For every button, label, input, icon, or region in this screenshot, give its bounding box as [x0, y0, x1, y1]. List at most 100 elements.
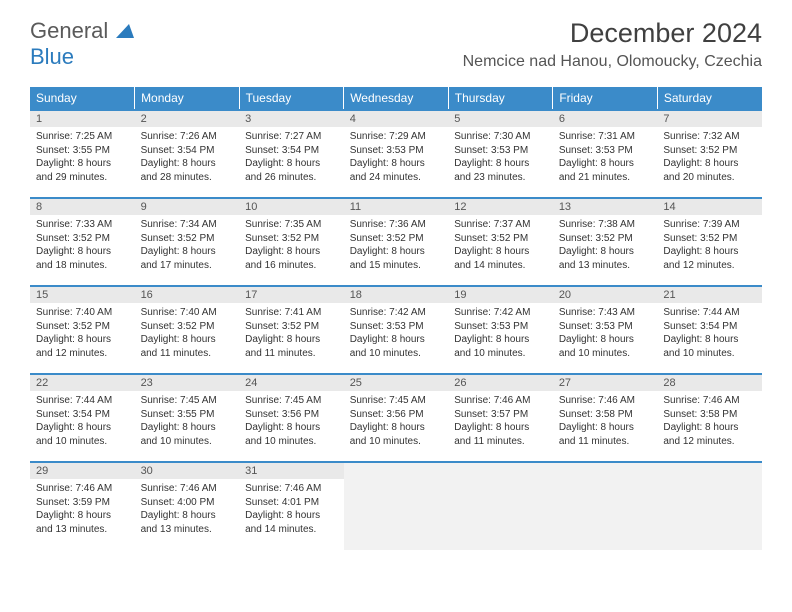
calendar-week-row: 15Sunrise: 7:40 AMSunset: 3:52 PMDayligh…: [30, 286, 762, 374]
day-line-d2: and 13 minutes.: [36, 523, 129, 537]
empty-day-cell: [344, 462, 449, 550]
day-cell: 18Sunrise: 7:42 AMSunset: 3:53 PMDayligh…: [344, 286, 449, 374]
day-cell: 3Sunrise: 7:27 AMSunset: 3:54 PMDaylight…: [239, 110, 344, 198]
day-body: Sunrise: 7:25 AMSunset: 3:55 PMDaylight:…: [30, 127, 135, 187]
day-line-d2: and 10 minutes.: [559, 347, 652, 361]
day-line-d1: Daylight: 8 hours: [141, 157, 234, 171]
day-body: Sunrise: 7:40 AMSunset: 3:52 PMDaylight:…: [135, 303, 240, 363]
day-number: 21: [657, 287, 762, 303]
day-line-d1: Daylight: 8 hours: [559, 333, 652, 347]
day-line-sr: Sunrise: 7:29 AM: [350, 130, 443, 144]
day-cell: 1Sunrise: 7:25 AMSunset: 3:55 PMDaylight…: [30, 110, 135, 198]
day-number: 2: [135, 111, 240, 127]
day-line-d1: Daylight: 8 hours: [454, 245, 547, 259]
day-line-sr: Sunrise: 7:44 AM: [36, 394, 129, 408]
calendar-week-row: 1Sunrise: 7:25 AMSunset: 3:55 PMDaylight…: [30, 110, 762, 198]
day-number: 7: [657, 111, 762, 127]
day-line-d1: Daylight: 8 hours: [350, 245, 443, 259]
day-body: Sunrise: 7:27 AMSunset: 3:54 PMDaylight:…: [239, 127, 344, 187]
day-line-ss: Sunset: 3:52 PM: [663, 144, 756, 158]
day-line-sr: Sunrise: 7:46 AM: [454, 394, 547, 408]
day-line-sr: Sunrise: 7:25 AM: [36, 130, 129, 144]
day-line-d2: and 15 minutes.: [350, 259, 443, 273]
day-line-d2: and 10 minutes.: [663, 347, 756, 361]
day-number: 1: [30, 111, 135, 127]
day-cell: 31Sunrise: 7:46 AMSunset: 4:01 PMDayligh…: [239, 462, 344, 550]
weekday-header: Tuesday: [239, 87, 344, 110]
weekday-header: Monday: [135, 87, 240, 110]
day-line-sr: Sunrise: 7:42 AM: [350, 306, 443, 320]
day-line-ss: Sunset: 3:52 PM: [454, 232, 547, 246]
day-body: Sunrise: 7:42 AMSunset: 3:53 PMDaylight:…: [344, 303, 449, 363]
day-line-d2: and 23 minutes.: [454, 171, 547, 185]
day-body: Sunrise: 7:33 AMSunset: 3:52 PMDaylight:…: [30, 215, 135, 275]
day-cell: 10Sunrise: 7:35 AMSunset: 3:52 PMDayligh…: [239, 198, 344, 286]
day-body: Sunrise: 7:44 AMSunset: 3:54 PMDaylight:…: [657, 303, 762, 363]
day-line-d2: and 17 minutes.: [141, 259, 234, 273]
day-line-ss: Sunset: 3:58 PM: [663, 408, 756, 422]
logo-word-1: General: [30, 18, 108, 43]
day-line-d2: and 11 minutes.: [245, 347, 338, 361]
day-body: Sunrise: 7:46 AMSunset: 3:59 PMDaylight:…: [30, 479, 135, 539]
day-line-d2: and 20 minutes.: [663, 171, 756, 185]
day-line-sr: Sunrise: 7:37 AM: [454, 218, 547, 232]
day-number: 15: [30, 287, 135, 303]
day-body: Sunrise: 7:45 AMSunset: 3:55 PMDaylight:…: [135, 391, 240, 451]
calendar-body: 1Sunrise: 7:25 AMSunset: 3:55 PMDaylight…: [30, 110, 762, 550]
day-line-d2: and 10 minutes.: [350, 347, 443, 361]
day-line-d2: and 12 minutes.: [663, 435, 756, 449]
day-line-d2: and 14 minutes.: [245, 523, 338, 537]
day-line-d1: Daylight: 8 hours: [663, 333, 756, 347]
day-line-sr: Sunrise: 7:34 AM: [141, 218, 234, 232]
day-line-sr: Sunrise: 7:40 AM: [141, 306, 234, 320]
day-line-d2: and 10 minutes.: [245, 435, 338, 449]
day-body: Sunrise: 7:31 AMSunset: 3:53 PMDaylight:…: [553, 127, 658, 187]
day-line-ss: Sunset: 3:56 PM: [245, 408, 338, 422]
day-line-d2: and 10 minutes.: [141, 435, 234, 449]
location-subtitle: Nemcice nad Hanou, Olomoucky, Czechia: [463, 53, 762, 71]
day-line-d1: Daylight: 8 hours: [245, 509, 338, 523]
day-line-d1: Daylight: 8 hours: [454, 333, 547, 347]
day-body: Sunrise: 7:26 AMSunset: 3:54 PMDaylight:…: [135, 127, 240, 187]
day-line-ss: Sunset: 3:52 PM: [36, 320, 129, 334]
day-body: Sunrise: 7:34 AMSunset: 3:52 PMDaylight:…: [135, 215, 240, 275]
day-cell: 25Sunrise: 7:45 AMSunset: 3:56 PMDayligh…: [344, 374, 449, 462]
day-line-d1: Daylight: 8 hours: [36, 509, 129, 523]
empty-day-cell: [657, 462, 762, 550]
day-cell: 12Sunrise: 7:37 AMSunset: 3:52 PMDayligh…: [448, 198, 553, 286]
day-body: Sunrise: 7:35 AMSunset: 3:52 PMDaylight:…: [239, 215, 344, 275]
day-line-d2: and 10 minutes.: [350, 435, 443, 449]
day-body: Sunrise: 7:32 AMSunset: 3:52 PMDaylight:…: [657, 127, 762, 187]
day-body: Sunrise: 7:42 AMSunset: 3:53 PMDaylight:…: [448, 303, 553, 363]
day-line-sr: Sunrise: 7:27 AM: [245, 130, 338, 144]
day-line-ss: Sunset: 3:52 PM: [559, 232, 652, 246]
day-line-ss: Sunset: 3:52 PM: [245, 232, 338, 246]
day-line-d1: Daylight: 8 hours: [36, 157, 129, 171]
day-line-d2: and 28 minutes.: [141, 171, 234, 185]
day-line-sr: Sunrise: 7:32 AM: [663, 130, 756, 144]
day-cell: 16Sunrise: 7:40 AMSunset: 3:52 PMDayligh…: [135, 286, 240, 374]
day-line-ss: Sunset: 3:54 PM: [141, 144, 234, 158]
day-line-sr: Sunrise: 7:40 AM: [36, 306, 129, 320]
day-line-d2: and 10 minutes.: [454, 347, 547, 361]
day-line-sr: Sunrise: 7:33 AM: [36, 218, 129, 232]
day-line-ss: Sunset: 3:52 PM: [245, 320, 338, 334]
day-line-d1: Daylight: 8 hours: [350, 421, 443, 435]
day-body: Sunrise: 7:46 AMSunset: 3:58 PMDaylight:…: [657, 391, 762, 451]
day-line-d1: Daylight: 8 hours: [245, 245, 338, 259]
day-line-sr: Sunrise: 7:44 AM: [663, 306, 756, 320]
day-number: 4: [344, 111, 449, 127]
day-body: Sunrise: 7:43 AMSunset: 3:53 PMDaylight:…: [553, 303, 658, 363]
day-line-d2: and 18 minutes.: [36, 259, 129, 273]
month-year-title: December 2024: [463, 18, 762, 49]
day-cell: 2Sunrise: 7:26 AMSunset: 3:54 PMDaylight…: [135, 110, 240, 198]
day-line-d1: Daylight: 8 hours: [141, 509, 234, 523]
weekday-header: Sunday: [30, 87, 135, 110]
weekday-header: Saturday: [657, 87, 762, 110]
day-line-d2: and 21 minutes.: [559, 171, 652, 185]
day-line-ss: Sunset: 3:54 PM: [663, 320, 756, 334]
day-line-d1: Daylight: 8 hours: [36, 333, 129, 347]
day-cell: 14Sunrise: 7:39 AMSunset: 3:52 PMDayligh…: [657, 198, 762, 286]
day-number: 9: [135, 199, 240, 215]
day-line-d2: and 24 minutes.: [350, 171, 443, 185]
